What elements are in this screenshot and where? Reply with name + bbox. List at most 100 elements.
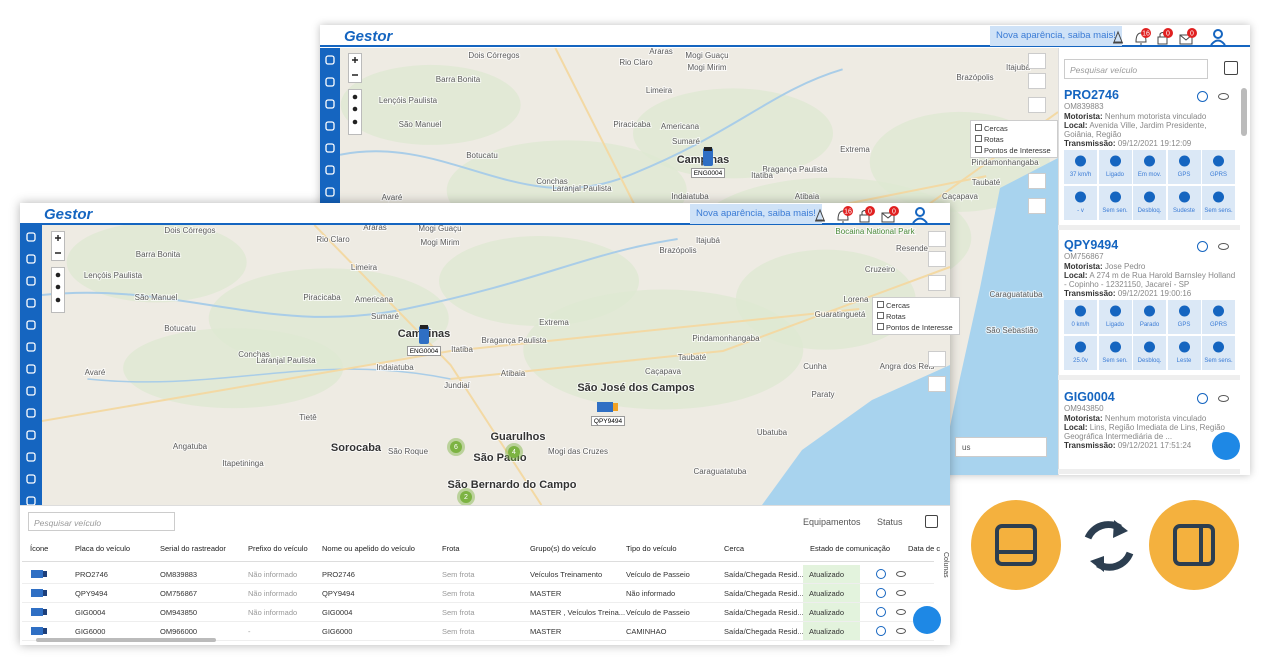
map-button[interactable] (1028, 53, 1046, 69)
status-glyph (1109, 305, 1121, 317)
map-button[interactable] (1028, 198, 1046, 214)
column-header[interactable]: Grupo(s) do veículo (530, 544, 596, 553)
status-text: Sem sen. (1102, 358, 1128, 364)
map-button[interactable] (1028, 173, 1046, 189)
layer-option[interactable]: Rotas (975, 134, 1053, 145)
vehicle-label[interactable]: ENG0004 (407, 346, 441, 356)
vehicle-select[interactable]: us (955, 437, 1047, 457)
view-button[interactable] (896, 628, 906, 634)
info-button[interactable] (876, 569, 886, 579)
map-label: Sumaré (672, 137, 701, 146)
map-label: São Bernardo do Campo (448, 479, 577, 491)
info-button[interactable] (876, 588, 886, 598)
news-banner[interactable]: Nova aparência, saiba mais! (990, 26, 1122, 46)
column-header[interactable]: Ícone (30, 544, 49, 553)
map-label: Taubaté (678, 353, 707, 362)
status-glyph (1213, 155, 1224, 167)
columns-toggle[interactable]: Colunas (942, 552, 949, 578)
status-icon (1213, 341, 1224, 353)
panel-toggle[interactable] (1224, 61, 1238, 75)
map-label: Piracicaba (613, 120, 651, 129)
tool-dot (352, 119, 358, 125)
field-label: Transmissão: (1064, 289, 1116, 298)
layer-option[interactable]: Pontos de Interesse (877, 322, 955, 333)
news-banner[interactable]: Nova aparência, saiba mais! (690, 204, 822, 224)
table-cell: Veículo de Passeio (626, 570, 690, 579)
map-label: Barra Bonita (136, 250, 181, 259)
map-button[interactable] (928, 351, 946, 367)
badge (889, 206, 899, 216)
map-button[interactable] (1028, 73, 1046, 89)
layer-option[interactable]: Cercas (877, 300, 955, 311)
info-button[interactable] (1197, 393, 1208, 404)
card-line: Local: Avenida Ville, Jardim Presidente,… (1064, 121, 1238, 139)
column-header[interactable]: Prefixo do veículo (248, 544, 308, 553)
column-header[interactable]: Data de c (908, 544, 941, 553)
info-button[interactable] (876, 607, 886, 617)
column-header[interactable]: Tipo do veículo (626, 544, 677, 553)
status-icon (1178, 191, 1190, 203)
vehicle-cab (43, 571, 47, 577)
map-label: Caçapava (645, 367, 682, 376)
card-plate[interactable]: QPY9494 (1064, 238, 1119, 252)
column-header[interactable]: Estado de comunicação (810, 544, 891, 553)
badge-count: 0 (892, 208, 896, 215)
map-label: Pindamonhangaba (971, 158, 1039, 167)
map-label: Sorocaba (331, 442, 382, 454)
map-button[interactable] (928, 376, 946, 392)
map-label: Tietê (299, 413, 317, 422)
table-cell: OM966000 (160, 627, 198, 636)
view-button[interactable] (1218, 395, 1229, 402)
chat-button[interactable] (913, 606, 941, 634)
map-button[interactable] (1028, 97, 1046, 113)
column-header[interactable]: Placa do veículo (75, 544, 131, 553)
map-label: Conchas (536, 177, 568, 186)
map-label: Itatiba (451, 345, 473, 354)
map-button[interactable] (928, 251, 946, 267)
zoom-control[interactable] (51, 231, 65, 261)
view-button[interactable] (1218, 243, 1229, 250)
tool-icons (352, 94, 358, 125)
view-button[interactable] (1218, 93, 1229, 100)
equipment-button[interactable]: Equipamentos (803, 517, 861, 527)
badge (843, 206, 853, 216)
tool-control[interactable] (348, 89, 362, 135)
vehicle-body (31, 608, 43, 616)
view-button[interactable] (896, 609, 906, 615)
vehicle-label[interactable]: ENG0004 (691, 168, 725, 178)
table-cell: Não informado (626, 589, 676, 598)
column-header[interactable]: Serial do rastreador (160, 544, 226, 553)
chat-button[interactable] (1212, 432, 1240, 460)
vehicle-search[interactable]: Pesquisar veículo (1064, 59, 1208, 79)
card-plate[interactable]: PRO2746 (1064, 88, 1119, 102)
layer-option[interactable]: Rotas (877, 311, 955, 322)
view-button[interactable] (896, 571, 906, 577)
info-button[interactable] (1197, 241, 1208, 252)
alert-icon (815, 208, 825, 222)
zoom-control[interactable] (348, 53, 362, 83)
column-header[interactable]: Nome ou apelido do veículo (322, 544, 415, 553)
tool-control[interactable] (51, 267, 65, 313)
card-info: Motorista: Jose Pedro Local: A 274 m de R… (1064, 262, 1238, 298)
panel-toggle[interactable] (925, 515, 938, 528)
column-header[interactable]: Frota (442, 544, 460, 553)
checkbox (877, 301, 884, 308)
sidebar-icon (26, 496, 36, 505)
table-search[interactable]: Pesquisar veículo (28, 512, 175, 531)
checkbox (975, 146, 982, 153)
map-button[interactable] (928, 231, 946, 247)
info-button[interactable] (1197, 91, 1208, 102)
map-button[interactable] (928, 275, 946, 291)
card-plate[interactable]: GIG0004 (1064, 390, 1115, 404)
map-label: Itajubá (1006, 63, 1031, 72)
status-icon (1109, 305, 1121, 317)
layer-option[interactable]: Cercas (975, 123, 1053, 134)
map-label: São Manuel (135, 293, 178, 302)
view-button[interactable] (896, 590, 906, 596)
status-glyph (1144, 305, 1155, 317)
vehicle-label[interactable]: QPY9494 (591, 416, 625, 426)
info-button[interactable] (876, 626, 886, 636)
status-button[interactable]: Status (877, 517, 903, 527)
column-header[interactable]: Cerca (724, 544, 745, 553)
layer-option[interactable]: Pontos de Interesse (975, 145, 1053, 156)
